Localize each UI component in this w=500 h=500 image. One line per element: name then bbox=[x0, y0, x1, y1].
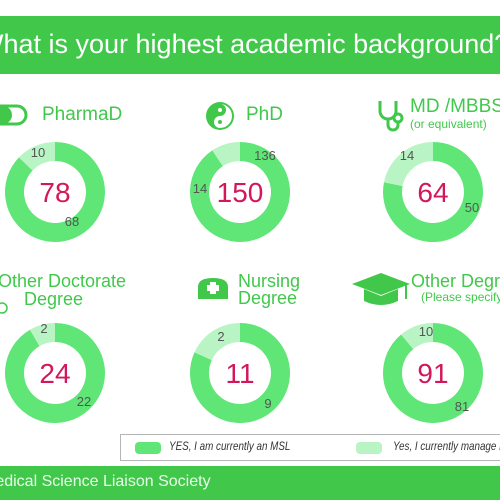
label-nursing-msl: 9 bbox=[264, 396, 271, 411]
total-other-degree: 91 bbox=[417, 358, 448, 389]
pill-icon bbox=[0, 104, 28, 126]
slice-other-degree-manage bbox=[401, 323, 433, 350]
legend: YES, I am currently an MSL Yes, I curren… bbox=[120, 434, 500, 461]
label-other-degree-msl: 81 bbox=[455, 399, 469, 414]
footer: Medical Science Liaison Society bbox=[0, 466, 500, 500]
slice-phd-manage bbox=[212, 142, 240, 167]
chart-title-md: MD /MBBS bbox=[410, 96, 500, 117]
total-phd: 150 bbox=[217, 177, 264, 208]
total-nursing: 11 bbox=[225, 358, 254, 389]
chart-title-other-doctorate: Other Doctorate bbox=[0, 271, 127, 291]
legend-swatch-msl bbox=[135, 442, 161, 454]
slice-phd-msl bbox=[190, 142, 290, 242]
label-phd-manage: 14 bbox=[193, 181, 207, 196]
legend-swatch-manage bbox=[356, 442, 382, 454]
chart-title-nursing: Nursing bbox=[238, 271, 301, 291]
legend-label-msl: YES, I am currently an MSL bbox=[169, 439, 291, 453]
slice-pharmad-msl bbox=[5, 142, 106, 242]
donut-other-degree: 91 81 10 bbox=[382, 323, 483, 423]
question-banner: What is your highest academic background… bbox=[0, 16, 500, 74]
slice-other-degree-msl bbox=[382, 323, 483, 423]
slice-pharmad-manage bbox=[18, 142, 55, 171]
slice-nursing-manage bbox=[194, 323, 240, 361]
nurse-cap-icon bbox=[198, 278, 228, 299]
label-other-doctorate-msl: 22 bbox=[77, 394, 91, 409]
total-md-mbbs: 64 bbox=[417, 177, 448, 208]
label-pharmad-manage: 10 bbox=[31, 145, 45, 160]
label-md-mbbs-manage: 14 bbox=[400, 148, 414, 163]
total-pharmad: 78 bbox=[39, 177, 70, 208]
chart-title-phd: PhD bbox=[246, 104, 283, 125]
chart-subtitle-other-doctorate: Degree bbox=[24, 289, 84, 309]
legend-label-manage: Yes, I currently manage MSLs bbox=[393, 439, 500, 453]
donut-nursing: 11 9 2 bbox=[189, 323, 290, 423]
slice-other-doctorate-manage bbox=[30, 323, 55, 347]
donut-md-mbbs: 64 50 14 bbox=[382, 142, 483, 242]
chart-subtitle-other-degree: (Please specify) bbox=[421, 290, 500, 304]
footer-org-name: Medical Science Liaison Society bbox=[0, 473, 211, 490]
question-title: What is your highest academic background… bbox=[0, 29, 500, 59]
graduation-cap-icon bbox=[352, 273, 410, 305]
label-pharmad-msl: 68 bbox=[65, 214, 79, 229]
label-other-degree-manage: 10 bbox=[419, 324, 433, 339]
label-nursing-manage: 2 bbox=[217, 329, 224, 344]
label-phd-msl: 136 bbox=[254, 148, 276, 163]
info-circle-icon bbox=[0, 302, 8, 314]
label-other-doctorate-manage: 2 bbox=[40, 321, 47, 336]
stethoscope-icon bbox=[378, 101, 404, 132]
yin-yang-icon bbox=[206, 102, 234, 130]
chart-subtitle-md: (or equivalent) bbox=[410, 117, 487, 131]
slice-nursing-msl bbox=[189, 323, 290, 423]
label-md-mbbs-msl: 50 bbox=[465, 200, 479, 215]
donut-pharmad: 78 68 10 bbox=[5, 142, 106, 242]
chart-subtitle-nursing: Degree bbox=[238, 288, 298, 308]
total-other-doctorate: 24 bbox=[39, 358, 70, 389]
chart-title-pharmad: PharmaD bbox=[42, 104, 123, 125]
chart-title-other-degree: Other Degree bbox=[411, 271, 500, 291]
slice-md-mbbs-msl bbox=[382, 142, 483, 242]
slice-other-doctorate-msl bbox=[5, 323, 105, 424]
slice-md-mbbs-manage bbox=[383, 142, 433, 186]
donut-phd: 150 136 14 bbox=[190, 142, 290, 242]
